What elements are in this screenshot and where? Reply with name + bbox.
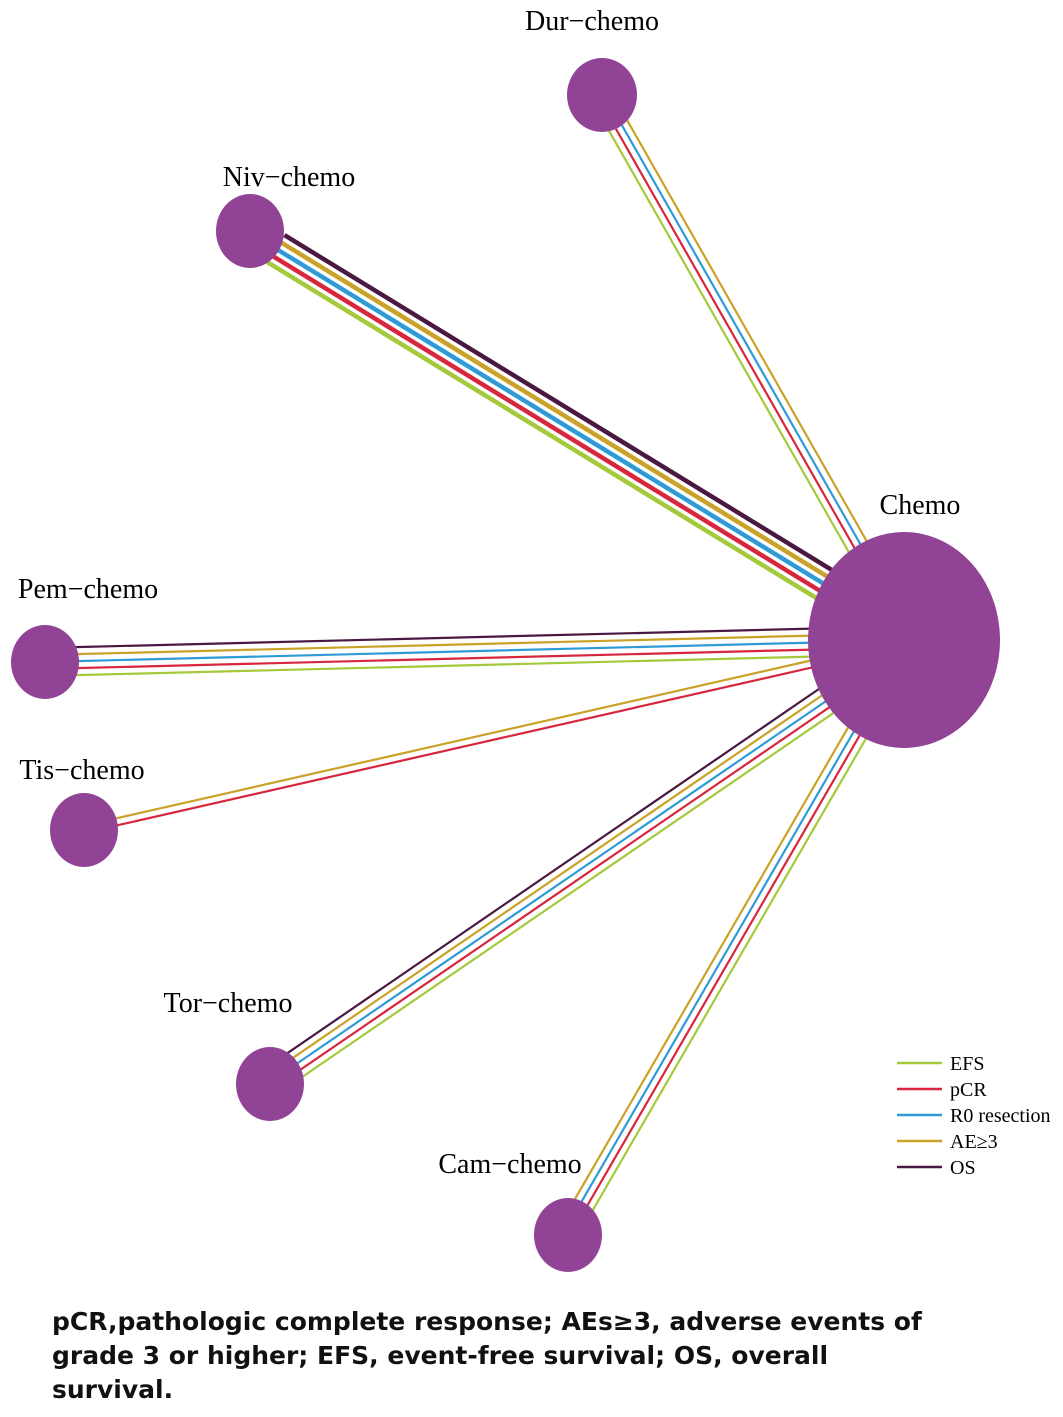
legend-label-r0-resection: R0 resection: [950, 1105, 1051, 1127]
edge-line-efs: [75, 655, 814, 677]
edge-line-r0-resection: [75, 641, 813, 663]
edge-cam-chemo: [572, 723, 870, 1212]
node-cam: [534, 1198, 602, 1272]
network-diagram: Chemo Dur−chemo Niv−chemo Pem−chemo Tis−chem…: [11, 6, 1051, 1272]
node-label-tis: Tis−chemo: [19, 755, 144, 786]
edge-line-pcr: [585, 730, 864, 1209]
node-niv: [216, 194, 284, 268]
node-pem: [11, 625, 79, 699]
node-label-niv: Niv−chemo: [223, 162, 355, 193]
edge-line-os: [283, 233, 837, 574]
edge-line-efs: [607, 128, 852, 556]
edge-line-ae-3: [75, 634, 813, 656]
edge-line-efs: [266, 260, 820, 602]
edge-line-ae-3: [112, 658, 815, 821]
edge-line-os: [286, 686, 822, 1055]
edge-niv-chemo: [266, 233, 837, 602]
node-label-tor: Tor−chemo: [164, 988, 293, 1019]
edge-line-efs: [302, 709, 838, 1078]
node-tor: [236, 1047, 304, 1121]
figure-caption: pCR,pathologic complete response; AEs≥3,…: [52, 1307, 922, 1404]
edge-dur-chemo: [607, 118, 870, 556]
node-tis: [50, 793, 118, 867]
nodes-layer: [11, 58, 1000, 1272]
edge-line-pcr: [75, 648, 814, 670]
legend-label-os: OS: [950, 1157, 976, 1179]
edge-line-r0-resection: [579, 727, 858, 1205]
edge-line-pcr: [114, 665, 817, 827]
node-label-chemo: Chemo: [880, 490, 961, 521]
labels-layer: Chemo Dur−chemo Niv−chemo Pem−chemo Tis−chem…: [18, 6, 961, 1180]
edge-line-r0-resection: [294, 697, 830, 1066]
edge-line-ae-3: [290, 692, 826, 1061]
edge-tis-chemo: [112, 658, 817, 827]
edge-line-r0-resection: [274, 246, 828, 588]
node-dur: [567, 58, 637, 132]
edge-line-ae-3: [279, 239, 833, 581]
legend-label-ae-3: AE≥3: [950, 1131, 998, 1153]
edge-pem-chemo: [75, 627, 814, 677]
edge-line-pcr: [613, 125, 858, 553]
edge-line-r0-resection: [619, 121, 864, 550]
node-chemo: [808, 532, 1000, 748]
edges-layer: [75, 118, 870, 1212]
edge-line-ae-3: [572, 723, 851, 1202]
legend-label-pcr: pCR: [950, 1079, 987, 1101]
node-label-dur: Dur−chemo: [525, 6, 659, 37]
edge-line-pcr: [298, 703, 834, 1072]
edge-line-os: [75, 627, 813, 649]
edge-tor-chemo: [286, 686, 838, 1078]
node-label-pem: Pem−chemo: [18, 574, 158, 605]
node-label-cam: Cam−chemo: [438, 1149, 581, 1180]
edge-line-efs: [591, 733, 870, 1212]
edge-line-ae-3: [625, 118, 870, 546]
edge-line-pcr: [270, 253, 824, 595]
legend: EFS pCR R0 resection AE≥3 OS: [897, 1053, 1051, 1179]
legend-label-efs: EFS: [950, 1053, 984, 1075]
